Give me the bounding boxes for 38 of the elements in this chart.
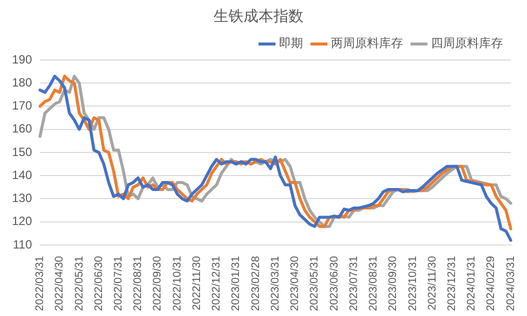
chart-title: 生铁成本指数 xyxy=(214,6,304,25)
x-tick-label: 2023/03/31 xyxy=(269,256,282,312)
x-tick-label: 2024/02/29 xyxy=(485,256,498,312)
legend-label: 即期 xyxy=(279,36,303,50)
x-tick-label: 2024/01/31 xyxy=(466,256,478,312)
y-tick-label: 140 xyxy=(12,168,32,182)
x-tick-label: 2023/02/28 xyxy=(250,256,262,312)
x-tick-label: 2022/06/30 xyxy=(92,256,105,312)
x-tick-label: 2023/05/31 xyxy=(308,256,321,312)
x-tick-label: 2022/04/30 xyxy=(54,256,66,312)
y-tick-label: 180 xyxy=(12,75,32,90)
legend-label: 四周原料库存 xyxy=(431,36,503,50)
x-tick-label: 2022/12/31 xyxy=(210,256,223,312)
y-tick-label: 110 xyxy=(12,237,32,252)
y-tick-label: 170 xyxy=(12,98,32,113)
y-tick-label: 130 xyxy=(12,191,32,206)
x-tick-label: 2023/10/31 xyxy=(406,256,419,312)
y-tick-label: 150 xyxy=(12,144,32,159)
y-tick-label: 160 xyxy=(12,122,32,136)
x-tick-label: 2023/09/30 xyxy=(387,256,400,312)
x-tick-label: 2023/11/30 xyxy=(426,256,438,310)
x-tick-label: 2024/03/31 xyxy=(504,256,517,312)
x-tick-label: 2022/10/31 xyxy=(171,256,184,312)
x-tick-label: 2023/04/30 xyxy=(289,256,302,312)
x-tick-label: 2023/01/31 xyxy=(230,256,242,312)
legend-label: 两周原料库存 xyxy=(331,36,403,50)
x-tick-label: 2023/07/31 xyxy=(348,256,360,312)
x-tick-label: 2022/11/30 xyxy=(190,256,203,310)
x-tick-label: 2022/07/31 xyxy=(112,256,125,312)
x-tick-label: 2023/06/30 xyxy=(328,256,340,312)
x-tick-label: 2022/05/31 xyxy=(73,256,86,312)
y-tick-label: 190 xyxy=(12,52,32,66)
x-tick-label: 2022/09/30 xyxy=(152,256,164,312)
y-tick-label: 120 xyxy=(12,214,32,228)
x-tick-label: 2022/08/31 xyxy=(132,256,144,312)
x-tick-label: 2023/12/31 xyxy=(446,256,458,312)
x-tick-label: 2023/08/31 xyxy=(368,256,380,312)
x-tick-label: 2022/03/31 xyxy=(34,256,46,312)
